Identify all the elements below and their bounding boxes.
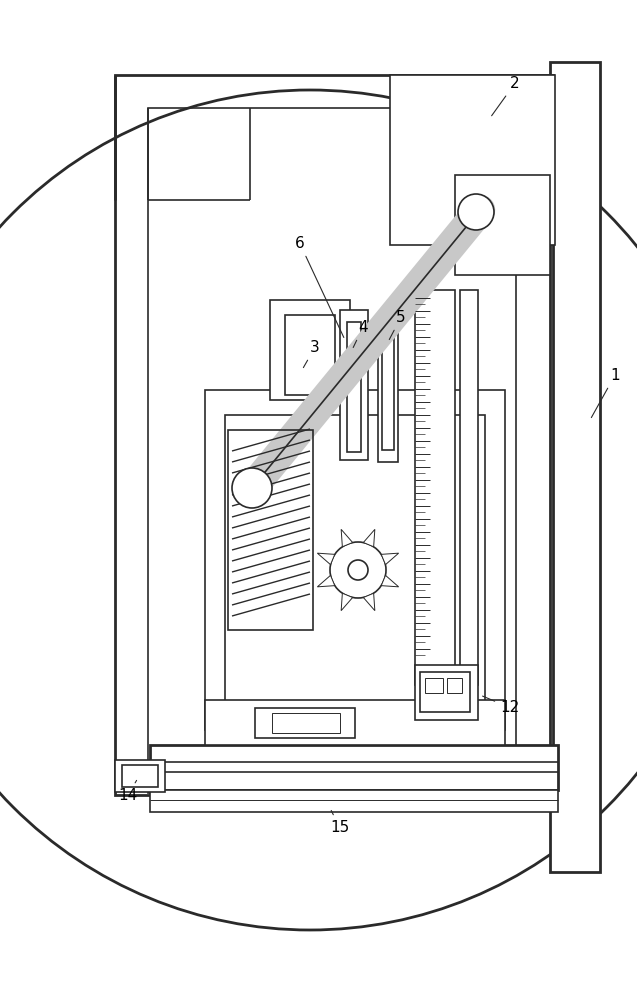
Bar	[205, 700, 505, 745]
Bar	[447, 678, 462, 693]
Bar	[460, 290, 478, 685]
Bar	[390, 75, 555, 245]
Bar	[382, 330, 394, 450]
Bar	[148, 108, 516, 793]
Bar	[455, 175, 550, 275]
Bar	[122, 765, 158, 787]
Bar	[272, 713, 340, 733]
Text: 3: 3	[303, 340, 320, 368]
Bar	[150, 790, 558, 812]
Bar	[270, 300, 350, 400]
Bar	[415, 665, 478, 720]
Bar	[150, 745, 558, 790]
Circle shape	[458, 194, 494, 230]
Bar	[425, 678, 443, 693]
Circle shape	[348, 560, 368, 580]
Bar	[225, 415, 485, 710]
Bar	[550, 62, 600, 872]
Text: 15: 15	[330, 810, 349, 835]
Bar	[378, 322, 398, 462]
Polygon shape	[363, 529, 375, 547]
Bar	[420, 672, 470, 712]
Bar	[205, 390, 505, 730]
Polygon shape	[381, 553, 399, 565]
Polygon shape	[363, 593, 375, 611]
Circle shape	[330, 542, 386, 598]
Polygon shape	[341, 529, 353, 547]
Text: 5: 5	[389, 310, 406, 340]
Bar	[415, 290, 455, 685]
Circle shape	[232, 468, 272, 508]
Bar	[285, 315, 335, 395]
Text: 2: 2	[492, 76, 520, 116]
Bar	[228, 430, 313, 630]
Text: 1: 1	[591, 368, 620, 418]
Text: 4: 4	[353, 320, 368, 347]
Text: 12: 12	[483, 696, 519, 715]
Bar	[115, 75, 553, 795]
Bar	[255, 708, 355, 738]
Polygon shape	[317, 575, 335, 587]
Polygon shape	[317, 553, 335, 565]
Text: 14: 14	[118, 780, 137, 803]
Text: 6: 6	[295, 236, 344, 337]
Polygon shape	[341, 593, 353, 611]
Polygon shape	[381, 575, 399, 587]
Bar	[340, 310, 368, 460]
Bar	[347, 322, 361, 452]
Bar	[115, 760, 165, 792]
